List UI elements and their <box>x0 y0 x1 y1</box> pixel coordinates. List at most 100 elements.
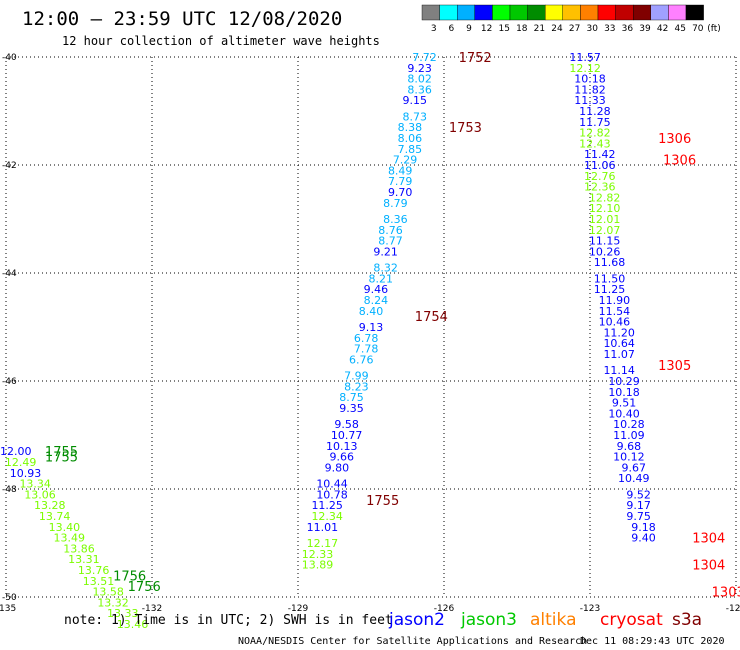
time-label: 1752 <box>459 51 492 66</box>
wave-height-label: 13.46 <box>117 618 149 631</box>
wave-height-label: 12.82 <box>589 191 621 204</box>
wave-height-label: 7.99 <box>344 370 369 383</box>
legend-item-jason2: jason2 <box>388 610 445 630</box>
wave-height-label: 7.79 <box>388 175 413 188</box>
wave-height-points: 7.729.238.028.369.158.738.388.067.857.29… <box>0 51 656 631</box>
y-tick-label: -46 <box>2 377 17 387</box>
wave-height-label: 11.75 <box>579 116 611 129</box>
time-label: 1304 <box>692 532 725 547</box>
time-label: 1755 <box>366 494 399 509</box>
wave-height-label: 13.49 <box>54 532 86 545</box>
time-label: 1755 <box>45 445 78 460</box>
wave-height-label: 8.73 <box>403 110 428 123</box>
time-label: 1306 <box>663 154 696 169</box>
y-tick-label: -48 <box>2 485 17 495</box>
wave-height-label: 12.82 <box>579 127 611 140</box>
wave-height-label: 9.13 <box>359 321 384 334</box>
wave-height-label: 10.26 <box>589 245 621 258</box>
x-tick-label: -135 <box>0 604 16 614</box>
wave-height-label: 12.17 <box>307 537 339 550</box>
wave-height-label: 9.18 <box>631 521 656 534</box>
colorbar-label: 45 <box>674 24 685 34</box>
wave-height-label: 11.01 <box>307 521 339 534</box>
color-scale-bar: 3 6 9 12 15 18 21 24 27 30 33 36 39 42 45 70 (ft) <box>421 4 721 34</box>
wave-height-label: 9.68 <box>617 440 642 453</box>
y-tick-label: -42 <box>2 161 17 171</box>
wave-height-label: 12.43 <box>579 137 611 150</box>
wave-height-label: 10.78 <box>316 488 348 501</box>
wave-height-label: 6.76 <box>349 353 374 366</box>
wave-height-label: 10.12 <box>613 451 645 464</box>
wave-height-label: 13.31 <box>68 553 100 566</box>
wave-height-label: 12.10 <box>589 202 621 215</box>
wave-height-label: 11.09 <box>613 429 645 442</box>
wave-height-label: 13.32 <box>97 596 129 609</box>
colorbar-swatch <box>597 4 616 21</box>
wave-height-label: 11.54 <box>599 305 631 318</box>
wave-height-label: 8.40 <box>359 305 384 318</box>
colorbar-swatch <box>509 4 528 21</box>
wave-height-label: 10.18 <box>574 73 606 86</box>
wave-height-label: 11.25 <box>311 499 343 512</box>
legend-item-jason3: jason3 <box>460 610 517 630</box>
colorbar-label: 24 <box>551 24 563 34</box>
wave-height-label: 11.42 <box>584 148 616 161</box>
wave-height-label: 11.25 <box>594 283 626 296</box>
legend-item-cryosat: cryosat <box>600 610 663 630</box>
colorbar-label: 70 <box>692 24 704 34</box>
wave-height-label: 11.20 <box>603 326 635 339</box>
time-label: 1306 <box>658 132 691 147</box>
x-tick-label: -123 <box>580 604 600 614</box>
x-tick-label: -129 <box>288 604 309 614</box>
wave-height-label: 13.28 <box>34 499 66 512</box>
wave-height-label: 9.66 <box>330 451 355 464</box>
legend-item-altika: altika <box>530 610 577 630</box>
wave-height-label: 13.34 <box>19 478 51 491</box>
wave-height-label: 12.07 <box>589 224 621 237</box>
colorbar-label: 12 <box>481 24 492 34</box>
wave-height-label: 10.46 <box>599 316 631 329</box>
time-label: 1305 <box>658 359 691 374</box>
y-tick-label: -40 <box>2 53 17 63</box>
wave-height-label: 8.21 <box>368 272 393 285</box>
wave-height-label: 8.38 <box>398 121 423 134</box>
time-label: 1756 <box>113 569 146 584</box>
wave-height-label: 12.49 <box>5 456 37 469</box>
wave-height-label: 10.29 <box>608 375 640 388</box>
wave-height-label: 13.86 <box>63 542 95 555</box>
legend-item-s3a: s3a <box>672 610 702 630</box>
footer-note: note: 1) Time is in UTC; 2) SWH is in fe… <box>64 613 393 628</box>
grid-lines <box>5 56 737 598</box>
time-label: 1754 <box>415 310 448 325</box>
wave-height-label: 9.15 <box>403 94 428 107</box>
time-label: 1304 <box>692 559 725 574</box>
colorbar-swatch <box>457 4 476 21</box>
colorbar-swatch <box>650 4 669 21</box>
colorbar-swatch <box>439 4 458 21</box>
wave-height-label: 11.15 <box>589 235 621 248</box>
wave-height-label: 7.78 <box>354 343 379 356</box>
wave-height-label: 11.68 <box>594 256 626 269</box>
axis-tick-labels: -135 -132 -129 -126 -123 -120 -40 -42 -44 -46 -48 -… <box>0 53 740 614</box>
wave-height-label: 11.57 <box>569 51 601 64</box>
wave-height-label: 13.40 <box>49 521 81 534</box>
wave-height-label: 8.06 <box>398 132 423 145</box>
wave-height-label: 10.64 <box>603 337 635 350</box>
wave-height-label: 12.33 <box>302 548 334 561</box>
x-tick-label: -126 <box>434 604 455 614</box>
wave-height-label: 8.79 <box>383 197 408 210</box>
colorbar-label: 33 <box>604 24 615 34</box>
time-label: 1753 <box>449 121 482 136</box>
wave-height-label: 10.28 <box>613 418 645 431</box>
wave-height-label: 9.17 <box>626 499 651 512</box>
wave-height-label: 7.85 <box>398 143 423 156</box>
wave-height-label: 8.02 <box>407 73 432 86</box>
time-label: 1755 <box>45 451 78 466</box>
wave-height-label: 13.89 <box>302 559 334 572</box>
wave-height-label: 8.77 <box>378 235 403 248</box>
wave-height-label: 13.51 <box>83 575 115 588</box>
wave-height-label: 12.76 <box>584 170 616 183</box>
colorbar-swatch <box>421 4 440 21</box>
colorbar-label: 18 <box>516 24 528 34</box>
wave-height-label: 11.33 <box>574 94 606 107</box>
